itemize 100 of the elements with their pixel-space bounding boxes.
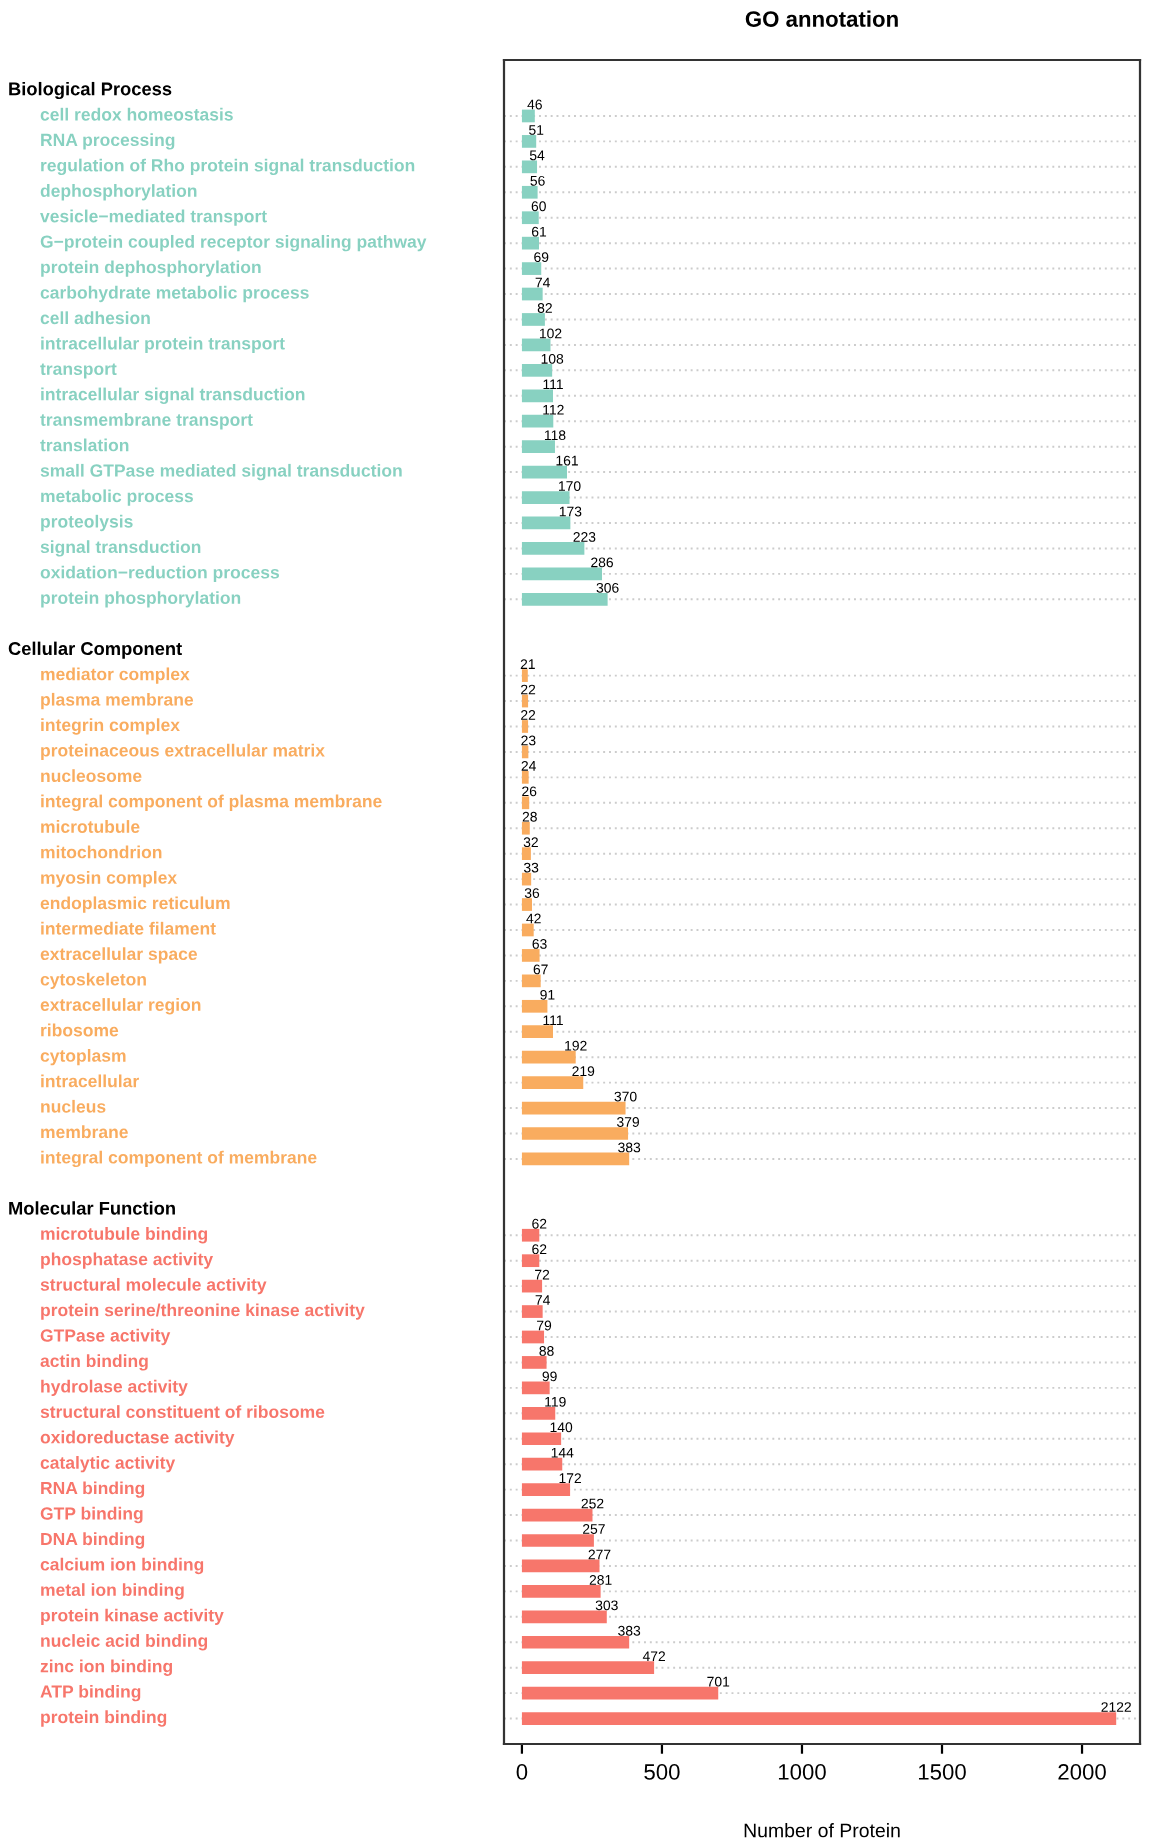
- bar: [521, 796, 530, 810]
- bar: [521, 1610, 607, 1624]
- bar: [521, 1076, 584, 1089]
- y-tick-label: nucleic acid binding: [41, 1634, 208, 1651]
- bar: [521, 516, 571, 530]
- y-tick-label: endoplasmic reticulum: [40, 896, 230, 913]
- bar: [521, 185, 538, 199]
- y-tick-label: cell adhesion: [40, 311, 150, 325]
- bar: [521, 770, 529, 784]
- y-tick-label: microtubule binding: [41, 1227, 208, 1244]
- y-tick-label: GTPase activity: [40, 1328, 171, 1346]
- bar: [521, 949, 540, 962]
- y-tick-label: intermediate filament: [41, 921, 216, 935]
- bar: [521, 999, 548, 1013]
- bar: [521, 592, 608, 606]
- y-tick-label: mitochondrion: [41, 845, 162, 859]
- text: Molecular Function: [9, 1201, 175, 1215]
- y-tick-label: nucleosome: [41, 769, 142, 783]
- bar: [521, 236, 540, 250]
- y-tick-label: oxidation−reduction process: [40, 565, 279, 583]
- bar: [521, 923, 534, 937]
- bar: [521, 1712, 1117, 1725]
- y-tick-label: zinc ion binding: [40, 1659, 172, 1676]
- y-tick-label: plasma membrane: [41, 692, 194, 710]
- y-tick-label: intracellular protein transport: [41, 336, 285, 354]
- bar: [521, 338, 551, 352]
- y-tick-label: protein binding: [41, 1710, 167, 1727]
- bar: [521, 135, 537, 148]
- bar: [521, 1534, 594, 1547]
- bar: [521, 1305, 543, 1318]
- bar: [521, 1152, 630, 1166]
- y-tick-label: carbohydrate metabolic process: [40, 285, 309, 303]
- bar: [521, 389, 554, 403]
- y-tick-label: structural constituent of ribosome: [40, 1405, 325, 1418]
- y-tick-label: RNA processing: [41, 133, 175, 150]
- bar: [521, 669, 528, 682]
- bar: [521, 542, 585, 555]
- y-tick-label: transmembrane transport: [40, 413, 253, 430]
- y-tick-label: protein phosphorylation: [41, 591, 241, 608]
- x-axis-title: Number of Protein: [744, 1823, 900, 1838]
- bar: [521, 160, 538, 174]
- chart-title: GO annotation: [745, 10, 898, 27]
- bar: [521, 872, 532, 886]
- bar: [521, 1585, 601, 1598]
- y-tick-label: proteinaceous extracellular matrix: [41, 743, 325, 761]
- y-tick-label: regulation of Rho protein signal transduction: [41, 158, 415, 176]
- bar: [521, 1330, 545, 1344]
- bar: [521, 1483, 571, 1496]
- bar: [521, 211, 539, 225]
- y-tick-label: dephosphorylation: [40, 184, 197, 201]
- y-tick-label: phosphatase activity: [41, 1252, 214, 1269]
- bar: [521, 1406, 556, 1420]
- x-tick-label: 1000: [778, 1764, 826, 1780]
- bar: [521, 1508, 593, 1522]
- y-tick-label: metabolic process: [41, 489, 193, 506]
- y-tick-label: cytoskeleton: [40, 972, 146, 990]
- y-tick-label: extracellular space: [40, 947, 198, 964]
- y-tick-label: translation: [40, 438, 129, 452]
- bar: [521, 491, 570, 504]
- bar: [521, 414, 554, 428]
- y-tick-label: protein serine/threonine kinase activity: [41, 1303, 365, 1320]
- y-tick-label: hydrolase activity: [41, 1379, 188, 1397]
- x-tick-label: 2000: [1058, 1764, 1106, 1780]
- y-tick-label: integrin complex: [41, 718, 180, 735]
- bar: [521, 1356, 547, 1369]
- y-tick-label: integral component of membrane: [41, 1150, 317, 1168]
- bar: [521, 1228, 540, 1242]
- bar: [521, 1457, 563, 1471]
- bar: [521, 313, 545, 326]
- bar: [521, 440, 555, 454]
- bar: [521, 262, 542, 275]
- y-tick-label: structural molecule activity: [40, 1277, 267, 1295]
- y-tick-label: microtubule: [41, 820, 140, 833]
- y-tick-label: ribosome: [41, 1023, 119, 1037]
- y-tick-label: intracellular: [41, 1074, 139, 1088]
- x-tick-label: 0: [516, 1764, 528, 1780]
- bar: [521, 974, 541, 988]
- y-tick-label: protein kinase activity: [41, 1608, 224, 1625]
- y-tick-label: DNA binding: [41, 1532, 145, 1549]
- y-tick-label: calcium ion binding: [40, 1557, 204, 1575]
- y-tick-label: catalytic activity: [40, 1456, 176, 1473]
- bar: [521, 1686, 719, 1700]
- y-tick-label: myosin complex: [41, 870, 177, 888]
- y-tick-label: protein dephosphorylation: [41, 260, 261, 277]
- bar: [521, 1025, 554, 1039]
- x-tick-label: 500: [644, 1764, 680, 1780]
- bar: [521, 287, 543, 301]
- y-tick-label: G−protein coupled receptor signaling pathway: [40, 234, 427, 252]
- y-tick-label: cytoplasm: [40, 1049, 126, 1066]
- bar: [521, 1635, 630, 1649]
- y-tick-label: oxidoreductase activity: [40, 1430, 235, 1447]
- bar: [521, 1559, 600, 1573]
- y-tick-label: nucleus: [41, 1099, 106, 1113]
- bar: [521, 1101, 626, 1115]
- y-tick-label: cell redox homeostasis: [40, 107, 233, 121]
- bar: [521, 898, 533, 911]
- bar: [521, 465, 568, 479]
- y-tick-label: mediator complex: [41, 667, 190, 684]
- bar: [521, 720, 529, 733]
- y-tick-label: transport: [40, 363, 117, 379]
